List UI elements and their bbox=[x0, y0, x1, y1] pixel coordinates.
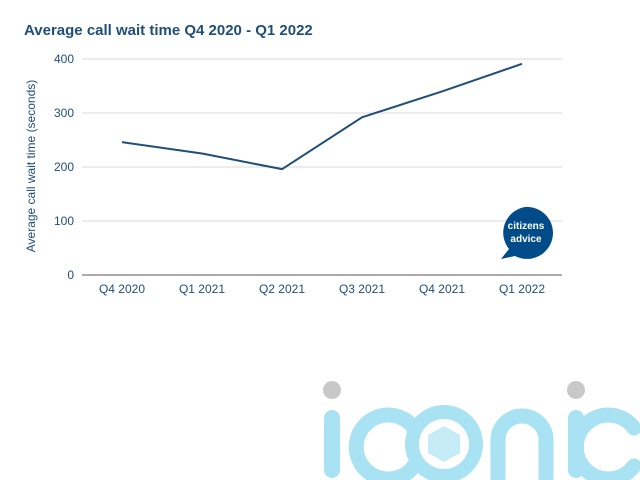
series-line bbox=[121, 62, 523, 171]
logo-line2: advice bbox=[510, 234, 542, 245]
y-tick-label: 0 bbox=[67, 268, 74, 282]
x-tick-label: Q3 2021 bbox=[339, 282, 385, 296]
y-tick-label: 200 bbox=[54, 160, 74, 174]
x-tick-label: Q4 2021 bbox=[419, 282, 465, 296]
y-tick-labels: 0 100 200 300 400 bbox=[54, 52, 74, 282]
x-tick-labels: Q4 2020 Q1 2021 Q2 2021 Q3 2021 Q4 2021 Q1 20… bbox=[99, 282, 545, 296]
y-tick-label: 400 bbox=[54, 52, 74, 66]
x-tick-label: Q1 2021 bbox=[179, 282, 225, 296]
x-tick-label: Q1 2022 bbox=[499, 282, 545, 296]
series-group bbox=[121, 62, 523, 171]
grid-lines bbox=[82, 58, 562, 276]
x-tick-label: Q2 2021 bbox=[259, 282, 305, 296]
chart-title: Average call wait time Q4 2020 - Q1 2022 bbox=[24, 22, 313, 39]
x-tick-label: Q4 2020 bbox=[99, 282, 145, 296]
iconic-watermark bbox=[323, 381, 640, 480]
logo-line1: citizens bbox=[508, 221, 545, 232]
y-tick-label: 100 bbox=[54, 214, 74, 228]
citizens-advice-logo: citizens advice bbox=[501, 206, 553, 259]
y-axis-label: Average call wait time (seconds) bbox=[24, 80, 38, 253]
y-tick-label: 300 bbox=[54, 106, 74, 120]
